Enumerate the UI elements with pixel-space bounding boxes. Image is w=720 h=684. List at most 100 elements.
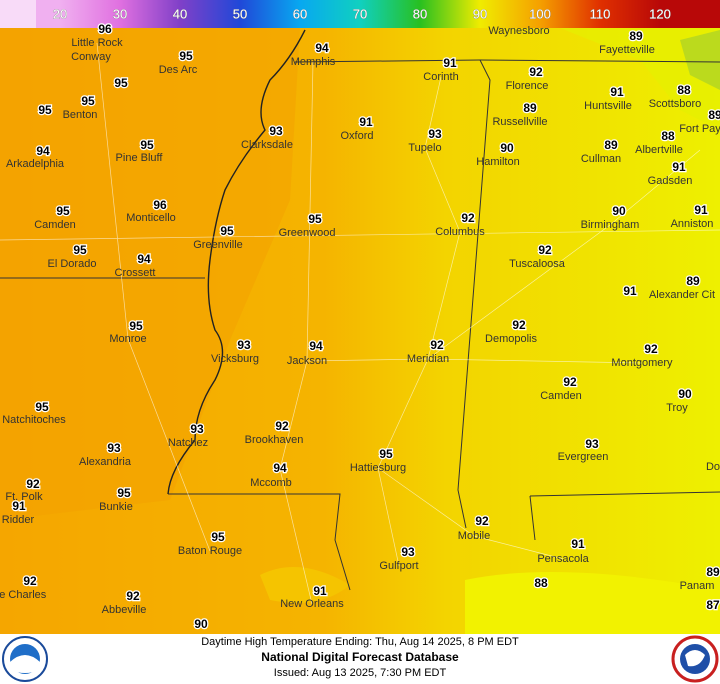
footer-title: National Digital Forecast Database bbox=[261, 650, 459, 664]
city-name: Des Arc bbox=[159, 64, 198, 76]
city-name: Natchez bbox=[168, 437, 208, 449]
temperature: 91 bbox=[672, 160, 686, 174]
map-background bbox=[0, 28, 720, 634]
city-name: Do bbox=[706, 461, 720, 473]
temperature: 91 bbox=[623, 284, 637, 298]
temperature: 92 bbox=[26, 477, 40, 491]
legend-end bbox=[0, 0, 36, 28]
city-name: Huntsville bbox=[584, 100, 632, 112]
city-name: Florence bbox=[506, 80, 549, 92]
temperature: 93 bbox=[428, 127, 442, 141]
temperature: 95 bbox=[35, 400, 49, 414]
temperature: 94 bbox=[315, 41, 329, 55]
temperature: 90 bbox=[194, 617, 208, 631]
legend-tick-label: 70 bbox=[353, 6, 367, 21]
temperature: 88 bbox=[677, 83, 691, 97]
city-name: Alexandria bbox=[79, 456, 132, 468]
city-name: Oxford bbox=[340, 130, 373, 142]
city-name: Hamilton bbox=[476, 156, 519, 168]
city-name: New Orleans bbox=[280, 598, 344, 610]
noaa-logo bbox=[2, 636, 48, 682]
city-name: Greenwood bbox=[279, 227, 336, 239]
city-name: Monticello bbox=[126, 212, 176, 224]
city-name: Ft. Polk bbox=[5, 491, 43, 503]
legend-tick-label: 20 bbox=[53, 6, 67, 21]
city-name: Monroe bbox=[109, 333, 146, 345]
labels: Waynesboro Fayetteville Little Rock Conway D… bbox=[0, 21, 720, 633]
city-name: Cullman bbox=[581, 153, 621, 165]
legend-bar bbox=[0, 0, 720, 28]
city-name: Little Rock bbox=[71, 37, 123, 49]
temperature: 92 bbox=[529, 65, 543, 79]
city-name: Evergreen bbox=[558, 451, 609, 463]
city-name: Columbus bbox=[435, 226, 485, 238]
temperature: 95 bbox=[379, 447, 393, 461]
city-name: Russellville bbox=[492, 116, 547, 128]
city-name: Waynesboro bbox=[488, 25, 549, 37]
footer-background bbox=[0, 634, 720, 684]
city-name: Abbeville bbox=[102, 604, 147, 616]
temperature: 95 bbox=[140, 138, 154, 152]
temperature: 88 bbox=[534, 576, 548, 590]
city-name: Mobile bbox=[458, 530, 490, 542]
temperature: 90 bbox=[678, 387, 692, 401]
legend-tick-label: 90 bbox=[473, 6, 487, 21]
city-name: Baton Rouge bbox=[178, 545, 242, 557]
temperature: 91 bbox=[12, 499, 26, 513]
temperature: 94 bbox=[137, 252, 151, 266]
city-name: Albertville bbox=[635, 144, 683, 156]
city-name: ke Charles bbox=[0, 589, 47, 601]
temperature: 96 bbox=[98, 22, 112, 36]
legend-tick-label: 50 bbox=[233, 6, 247, 21]
footer-line: Issued: Aug 13 2025, 7:30 PM EDT bbox=[274, 667, 447, 679]
temperature: 87 bbox=[706, 598, 720, 612]
city-name: Camden bbox=[34, 219, 76, 231]
temperature: 91 bbox=[443, 56, 457, 70]
temperature: 93 bbox=[585, 437, 599, 451]
temperature: 91 bbox=[694, 203, 708, 217]
city-name: Scottsboro bbox=[649, 98, 702, 110]
temperature: 93 bbox=[269, 124, 283, 138]
city-name: Camden bbox=[540, 390, 582, 402]
legend: 20 30 40 50 60 70 80 90 100 110 120 bbox=[0, 0, 720, 28]
temperature: 94 bbox=[309, 339, 323, 353]
city-name: Troy bbox=[666, 402, 688, 414]
legend-tick-label: 80 bbox=[413, 6, 427, 21]
city-name: Anniston bbox=[671, 218, 714, 230]
city-name: Alexander Cit bbox=[649, 289, 715, 301]
temperature: 89 bbox=[523, 101, 537, 115]
roads bbox=[0, 42, 720, 605]
borders bbox=[0, 29, 720, 591]
temperature: 88 bbox=[661, 129, 675, 143]
temperature: 93 bbox=[107, 441, 121, 455]
temperature: 91 bbox=[610, 85, 624, 99]
temperature: 90 bbox=[612, 204, 626, 218]
city-name: Vicksburg bbox=[211, 353, 259, 365]
temperature: 92 bbox=[475, 514, 489, 528]
temperature: 91 bbox=[313, 584, 327, 598]
temperature: 95 bbox=[211, 530, 225, 544]
temperature: 95 bbox=[179, 49, 193, 63]
city-name: Pensacola bbox=[537, 553, 589, 565]
temperature: 95 bbox=[129, 319, 143, 333]
temperature: 95 bbox=[114, 76, 128, 90]
city-name: Montgomery bbox=[611, 357, 673, 369]
city-name: Demopolis bbox=[485, 333, 537, 345]
temperature: 92 bbox=[644, 342, 658, 356]
city-name: Meridian bbox=[407, 353, 449, 365]
temperature: 92 bbox=[512, 318, 526, 332]
temperature: 95 bbox=[117, 486, 131, 500]
city-name: Panam bbox=[680, 580, 715, 592]
city-name: Gadsden bbox=[648, 175, 693, 187]
city-name: Corinth bbox=[423, 71, 458, 83]
temperature: 92 bbox=[23, 574, 37, 588]
temperature: 95 bbox=[38, 103, 52, 117]
legend-tick-label: 30 bbox=[113, 6, 127, 21]
temperature: 95 bbox=[220, 224, 234, 238]
temperature: 89 bbox=[706, 565, 720, 579]
temperature: 92 bbox=[538, 243, 552, 257]
city-name: Clarksdale bbox=[241, 139, 293, 151]
temperature: 89 bbox=[686, 274, 700, 288]
legend-tick-label: 100 bbox=[529, 6, 551, 21]
